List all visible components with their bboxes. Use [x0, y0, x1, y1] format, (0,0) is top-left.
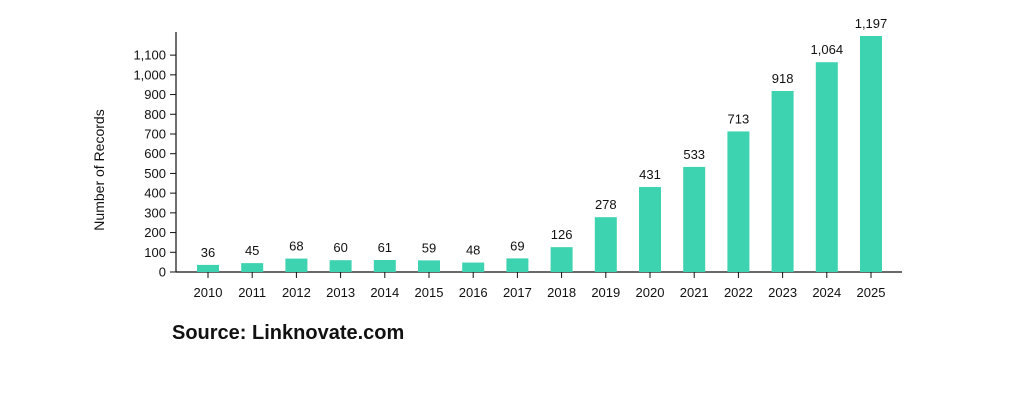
- y-tick-label: 0: [159, 265, 166, 280]
- x-tick-label: 2018: [547, 285, 576, 300]
- x-tick-label: 2017: [503, 285, 532, 300]
- x-tick-label: 2022: [724, 285, 753, 300]
- data-label: 59: [422, 240, 436, 255]
- y-tick-label: 800: [144, 107, 166, 122]
- bars: [197, 36, 882, 273]
- x-tick-label: 2015: [415, 285, 444, 300]
- data-label: 126: [551, 227, 573, 242]
- bar: [815, 62, 838, 272]
- x-tick-label: 2010: [194, 285, 223, 300]
- bar: [285, 258, 308, 272]
- bar: [683, 166, 706, 272]
- data-label: 713: [728, 111, 750, 126]
- bar: [550, 247, 573, 272]
- data-label: 533: [683, 147, 705, 162]
- data-label: 918: [772, 71, 794, 86]
- data-label: 61: [378, 240, 392, 255]
- x-tick-label: 2019: [591, 285, 620, 300]
- data-label: 1,197: [855, 16, 888, 31]
- bar: [373, 259, 396, 272]
- data-label: 68: [289, 239, 303, 254]
- y-tick-label: 700: [144, 126, 166, 141]
- bar: [241, 263, 264, 272]
- bar: [594, 217, 617, 272]
- bar: [197, 264, 219, 272]
- x-tick-label: 2023: [768, 285, 797, 300]
- x-tick-label: 2014: [370, 285, 399, 300]
- x-tick-label: 2020: [636, 285, 665, 300]
- y-tick-label: 100: [144, 245, 166, 260]
- y-axis-title: Number of Records: [91, 109, 107, 230]
- x-tick-label: 2021: [680, 285, 709, 300]
- data-labels: 36 45 68 60 61 59 48 69 126 278 431 533 713 918 1,064 1…: [201, 16, 888, 260]
- y-tick-label: 1,100: [133, 48, 166, 63]
- x-tick-label: 2024: [812, 285, 841, 300]
- bar: [860, 36, 882, 272]
- y-tick-label: 900: [144, 87, 166, 102]
- data-label: 60: [333, 240, 347, 255]
- bar: [639, 187, 661, 272]
- data-label: 45: [245, 243, 259, 258]
- y-tick-label: 500: [144, 166, 166, 181]
- bar: [506, 258, 529, 272]
- y-tick-label: 300: [144, 205, 166, 220]
- y-tick-label: 400: [144, 186, 166, 201]
- y-tick-label: 1,000: [133, 67, 166, 82]
- y-axis: 0 100 200 300 400 500 600 700 800 900 1,000 1,100: [133, 32, 177, 280]
- x-tick-label: 2013: [326, 285, 355, 300]
- x-axis: 2010 2011 2012 2013 2014 2015 2016 2017 2018 2019…: [176, 271, 902, 300]
- data-label: 431: [639, 167, 661, 182]
- y-tick-label: 600: [144, 146, 166, 161]
- data-label: 48: [466, 243, 480, 258]
- x-tick-label: 2011: [238, 285, 266, 300]
- data-label: 69: [510, 238, 524, 253]
- x-tick-label: 2016: [459, 285, 488, 300]
- x-tick-label: 2012: [282, 285, 311, 300]
- data-label: 36: [201, 245, 215, 260]
- bar: [418, 260, 440, 272]
- data-label: 278: [595, 197, 617, 212]
- bar: [329, 260, 352, 272]
- bar: [462, 262, 485, 272]
- bar: [727, 131, 750, 272]
- source-note: Source: Linknovate.com: [172, 322, 405, 344]
- x-tick-label: 2025: [857, 285, 886, 300]
- bar: [771, 91, 794, 273]
- data-label: 1,064: [811, 42, 844, 57]
- y-tick-label: 200: [144, 225, 166, 240]
